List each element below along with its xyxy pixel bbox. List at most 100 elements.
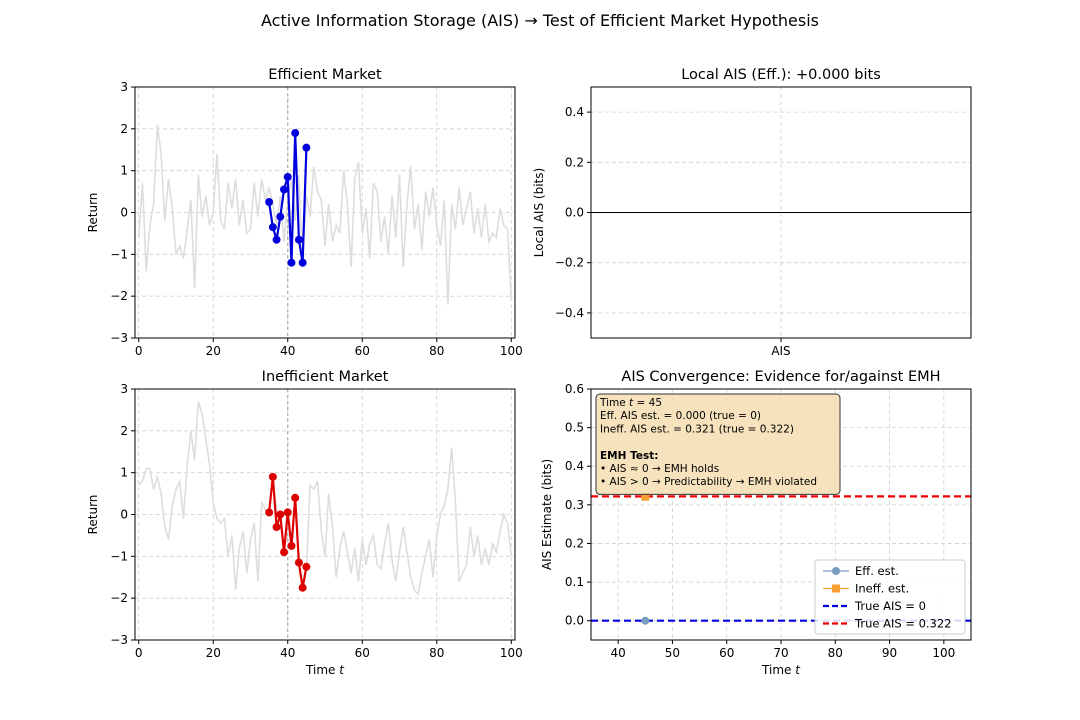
annotation-line: Eff. AIS est. = 0.000 (true = 0) [600, 410, 761, 422]
annotation-line: EMH Test: [600, 450, 658, 462]
axes-frame [134, 388, 516, 641]
panel-title: Inefficient Market [262, 369, 389, 385]
panel-title: Local AIS (Eff.): +0.000 bits [681, 67, 881, 83]
y-axis-label: Local AIS (bits) [532, 168, 546, 257]
inefficient-window-point [268, 472, 277, 481]
x-tick-label: 80 [429, 646, 444, 660]
x-tick-label: 100 [500, 646, 523, 660]
inefficient-window-point [294, 558, 303, 567]
efficient-window-point [276, 212, 285, 221]
x-tick-label: 70 [773, 646, 788, 660]
legend-label: Ineff. est. [855, 582, 909, 596]
x-axis-label: Time t [305, 663, 345, 677]
efficient-window-point [265, 198, 274, 207]
y-tick-label: 3 [120, 80, 128, 94]
efficient-window-point [287, 258, 296, 267]
y-axis-label: Return [86, 495, 100, 535]
y-tick-label: −2 [110, 289, 128, 303]
y-tick-label: 0.2 [565, 536, 584, 550]
inefficient-window-point [272, 523, 281, 532]
axes-frame [134, 86, 516, 339]
efficient-window-point [272, 235, 281, 244]
y-tick-label: 1 [120, 164, 128, 178]
x-tick-label: AIS [771, 344, 790, 358]
efficient-window-point [283, 172, 292, 181]
y-tick-label: −0.4 [555, 306, 584, 320]
x-tick-label: 20 [206, 646, 221, 660]
x-tick-label: 60 [719, 646, 734, 660]
y-tick-label: −3 [110, 633, 128, 647]
x-tick-label: 40 [280, 344, 295, 358]
legend: Eff. est. Ineff. est. True AIS = 0 True AIS… [814, 559, 966, 635]
legend-label: True AIS = 0 [854, 599, 926, 613]
legend-marker [832, 584, 840, 593]
legend-marker [832, 567, 840, 575]
x-tick-label: 60 [355, 344, 370, 358]
inefficient-window-point [298, 583, 307, 592]
y-tick-label: 2 [120, 122, 128, 136]
y-tick-label: 0 [120, 508, 128, 522]
efficient-window-point [280, 185, 289, 194]
y-tick-label: 0.1 [565, 575, 584, 589]
ineff-estimate-point [641, 492, 650, 501]
efficient-window-point [294, 235, 303, 244]
y-tick-label: 0.6 [565, 382, 584, 396]
annotation-line: Time t = 45 [599, 397, 662, 409]
y-tick-label: −2 [110, 591, 128, 605]
y-tick-label: 0.0 [565, 614, 584, 628]
inefficient-window-point [287, 541, 296, 550]
inefficient-window-point [291, 493, 300, 502]
y-tick-label: 1 [120, 466, 128, 480]
x-axis-label: Time t [761, 663, 801, 677]
x-tick-label: 0 [135, 646, 143, 660]
annotation-line: • AIS > 0 → Predictability → EMH violate… [600, 476, 817, 488]
panel-title: AIS Convergence: Evidence for/against EM… [621, 369, 940, 385]
panel-ais-convergence: 40 50 60 70 80 90 100 0.0 0.1 0.2 0.3 0.4 0.5 0.6 AIS … [540, 369, 972, 677]
x-tick-label: 100 [500, 344, 523, 358]
x-tick-label: 20 [206, 344, 221, 358]
x-tick-label: 60 [355, 646, 370, 660]
figure-title: Active Information Storage (AIS) → Test … [261, 11, 819, 30]
efficient-window-point [302, 143, 311, 152]
panel-efficient-market: 0 20 40 60 80 100 −3 −2 −1 0 1 2 3 Efficient Market Re… [86, 67, 523, 358]
legend-label: True AIS = 0.322 [854, 617, 952, 631]
annotation-line: • AIS ≈ 0 → EMH holds [600, 463, 719, 475]
y-tick-label: 0 [120, 206, 128, 220]
efficient-window-point [268, 223, 277, 232]
x-tick-label: 50 [665, 646, 680, 660]
background-return-line [138, 401, 513, 596]
background-return-line [137, 124, 513, 305]
y-tick-label: 0.0 [565, 206, 584, 220]
panel-title: Efficient Market [268, 67, 382, 83]
axes-frame [590, 86, 972, 339]
inefficient-window-point [302, 562, 311, 571]
y-axis-label: AIS Estimate (bits) [540, 459, 554, 570]
legend-background [814, 559, 966, 635]
y-tick-label: −1 [110, 247, 128, 261]
y-tick-label: 0.5 [565, 421, 584, 435]
y-tick-label: 2 [120, 424, 128, 438]
y-tick-label: −3 [110, 331, 128, 345]
annotation-background [595, 393, 841, 495]
x-tick-label: 40 [280, 646, 295, 660]
inefficient-window-point [280, 548, 289, 557]
annotation-line: Ineff. AIS est. = 0.321 (true = 0.322) [600, 423, 794, 435]
y-axis-label: Return [86, 193, 100, 233]
y-tick-label: 0.4 [565, 105, 584, 119]
x-tick-label: 80 [429, 344, 444, 358]
eff-estimate-point [641, 616, 650, 625]
inefficient-window-point [276, 510, 285, 519]
y-tick-label: 3 [120, 382, 128, 396]
inefficient-window-point [265, 508, 274, 517]
efficient-window-point [291, 129, 300, 138]
axes-frame [590, 388, 972, 641]
x-tick-label: 100 [932, 646, 955, 660]
x-tick-label: 40 [611, 646, 626, 660]
x-tick-label: 0 [135, 344, 143, 358]
y-tick-label: 0.2 [565, 155, 584, 169]
x-tick-label: 80 [828, 646, 843, 660]
x-tick-label: 90 [882, 646, 897, 660]
inefficient-window-point [283, 508, 292, 517]
